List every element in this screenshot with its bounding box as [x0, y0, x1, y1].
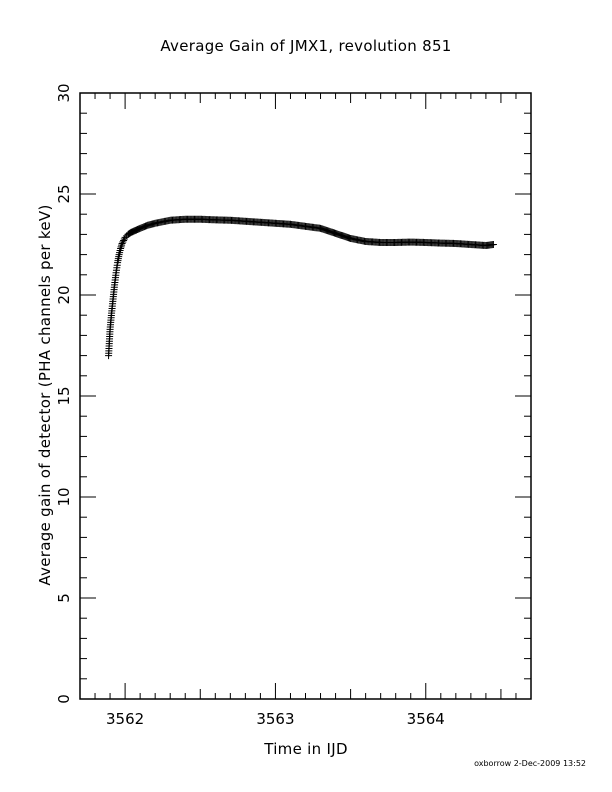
y-tick-label: 25 — [55, 184, 73, 203]
data-point — [118, 241, 126, 249]
x-tick-label: 3562 — [106, 710, 144, 728]
y-tick-label: 15 — [55, 386, 73, 405]
x-tick-label: 3564 — [407, 710, 445, 728]
y-tick-label: 5 — [55, 593, 73, 603]
data-point — [119, 238, 127, 246]
data-point — [120, 236, 128, 244]
plot-frame — [79, 92, 532, 700]
y-tick-label: 10 — [55, 487, 73, 506]
footer-stamp: oxborrow 2-Dec-2009 13:52 — [474, 759, 586, 768]
data-point — [117, 245, 125, 253]
x-tick-label: 3563 — [256, 710, 294, 728]
data-point — [121, 233, 129, 241]
data-point — [118, 239, 126, 247]
y-axis-label: Average gain of detector (PHA channels p… — [36, 204, 54, 586]
y-tick-label: 30 — [55, 83, 73, 102]
x-axis-label: Time in IJD — [264, 740, 348, 758]
data-points — [105, 215, 497, 360]
axis-tick-labels: 3562 3563 3564 0 5 10 15 20 25 30 — [55, 83, 445, 728]
y-tick-label: 20 — [55, 285, 73, 304]
data-point — [117, 243, 125, 251]
y-tick-label: 0 — [55, 694, 73, 704]
data-point — [489, 241, 497, 248]
chart-title: Average Gain of JMX1, revolution 851 — [160, 37, 452, 55]
axis-ticks — [80, 92, 532, 700]
